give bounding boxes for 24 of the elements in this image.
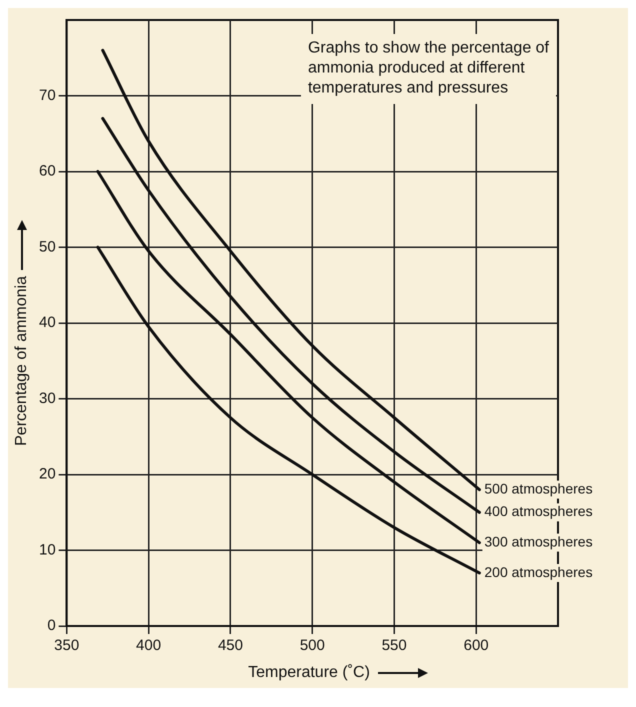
y-tick-label: 10 xyxy=(38,541,56,558)
annotation: Graphs to show the percentage of ammonia produced at different temperatures and pressures xyxy=(308,39,550,96)
line-series xyxy=(96,170,481,544)
y-tick-label: 70 xyxy=(38,86,56,104)
x-axis-title: Temperature (˚C) xyxy=(248,664,370,682)
series-label: 500 atmospheres xyxy=(484,480,593,497)
x-tick-label: 400 xyxy=(136,637,162,654)
y-tick-label: 0 xyxy=(47,617,56,634)
x-tick-label: 350 xyxy=(54,637,80,654)
y-tick-label: 20 xyxy=(38,466,56,483)
y-tick-label: 30 xyxy=(38,390,56,407)
x-tick-label: 450 xyxy=(218,637,243,654)
y-tick-label: 40 xyxy=(38,314,56,332)
y-tick-label: 60 xyxy=(38,162,56,180)
line-series xyxy=(101,116,481,514)
x-tick-label: 600 xyxy=(464,637,489,654)
y-tick-label: 50 xyxy=(38,238,56,256)
series-label: 200 atmospheres xyxy=(484,564,593,580)
series-label: 300 atmospheres xyxy=(484,534,593,550)
x-tick-label: 500 xyxy=(300,637,325,654)
series-label: 400 atmospheres xyxy=(484,503,593,520)
y-axis-title: Percentage of ammonia xyxy=(13,276,31,446)
line-series xyxy=(96,246,481,574)
x-tick-label: 550 xyxy=(382,637,407,654)
